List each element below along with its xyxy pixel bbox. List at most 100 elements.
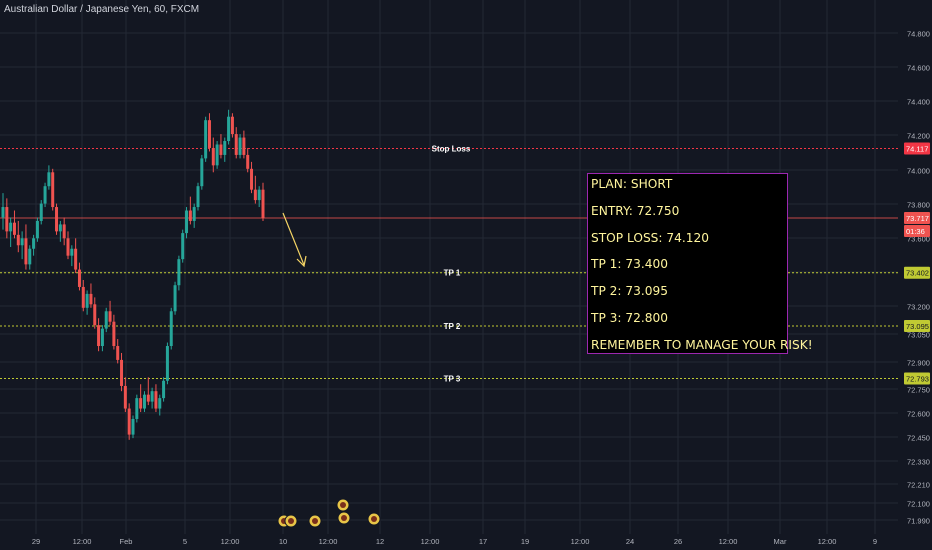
stop-loss-label: Stop Loss — [432, 145, 471, 154]
price-axis[interactable]: 74.800 74.600 74.400 74.200 74.000 73.800 73.6… — [904, 30, 930, 526]
time-axis[interactable]: 29 12:00 Feb 5 12:00 10 12:00 12 12:00 17 19 12:00 2… — [32, 537, 877, 546]
candle-body — [215, 144, 219, 166]
candle-body — [58, 224, 62, 232]
candle-body — [16, 234, 20, 246]
time-tick-label: 12:00 — [221, 537, 240, 546]
tp2-label: TP 2 — [444, 322, 461, 331]
tp3-price-marker: 72.793 — [906, 375, 929, 384]
candle-body — [108, 311, 112, 322]
time-tick-label: Mar — [774, 537, 787, 546]
candle-body — [173, 285, 177, 312]
candle-body — [112, 321, 116, 347]
time-tick-label: 9 — [873, 537, 877, 546]
candle-body — [219, 144, 223, 155]
price-tick-label: 73.050 — [907, 331, 930, 340]
price-tick-label: 74.000 — [907, 167, 930, 176]
tp3-label: TP 3 — [444, 375, 461, 384]
candle-body — [238, 137, 242, 155]
candle-body — [20, 238, 24, 246]
candle-body — [9, 222, 13, 232]
time-tick-label: 5 — [183, 537, 187, 546]
candle-body — [196, 186, 200, 208]
time-tick-label: 10 — [279, 537, 287, 546]
candle-body — [250, 168, 254, 190]
tp1-price-marker: 73.402 — [906, 269, 929, 278]
candle-body — [81, 286, 85, 308]
candle-body — [28, 248, 32, 265]
candle-body — [230, 116, 234, 135]
candlestick-series — [1, 109, 265, 440]
time-tick-label: 17 — [479, 537, 487, 546]
candle-body — [51, 172, 55, 208]
candle-body — [1, 207, 5, 218]
price-tick-label: 73.200 — [907, 303, 930, 312]
candle-body — [158, 398, 162, 409]
candle-body — [66, 238, 70, 256]
candle-body — [165, 346, 169, 381]
time-tick-label: 12:00 — [319, 537, 338, 546]
plan-line-risk-reminder: REMEMBER TO MANAGE YOUR RISK! — [591, 337, 813, 352]
candle-body — [204, 120, 208, 159]
trade-plan-box: PLAN: SHORT ENTRY: 72.750 STOP LOSS: 74.… — [587, 173, 813, 354]
time-tick-label: 12:00 — [818, 537, 837, 546]
candle-body — [93, 304, 97, 326]
time-tick-label: 26 — [674, 537, 682, 546]
candle-body — [211, 147, 215, 166]
candle-body — [24, 238, 28, 265]
candle-body — [162, 380, 166, 399]
candle-body — [39, 203, 43, 221]
candle-body — [169, 311, 173, 347]
candle-body — [223, 141, 227, 155]
price-tick-label: 71.990 — [907, 517, 930, 526]
earnings-icon-core — [371, 516, 377, 522]
candle-body — [207, 120, 211, 148]
time-tick-label: 29 — [32, 537, 40, 546]
candle-body — [234, 134, 238, 155]
plan-line-entry: ENTRY: 72.750 — [591, 203, 680, 218]
symbol-title: Australian Dollar / Japanese Yen, 60, FX… — [4, 4, 200, 15]
stop-price-marker: 74.117 — [906, 145, 928, 154]
price-tick-label: 74.800 — [907, 30, 930, 39]
countdown-marker: 01:36 — [906, 227, 925, 236]
candle-body — [70, 248, 74, 256]
stop-price-marker-bg — [904, 142, 930, 155]
arrow-shaft — [282, 212, 305, 266]
candle-body — [146, 394, 150, 402]
candle-body — [62, 224, 66, 239]
tp1-label: TP 1 — [444, 269, 461, 278]
price-tick-label: 72.330 — [907, 458, 930, 467]
candle-body — [135, 398, 139, 419]
price-tick-label: 72.450 — [907, 434, 930, 443]
candle-body — [177, 259, 181, 286]
current-price-marker: 73.717 — [906, 214, 929, 223]
candle-body — [35, 220, 39, 239]
candle-body — [150, 391, 154, 402]
candle-body — [154, 391, 158, 409]
time-tick-label: 12:00 — [571, 537, 590, 546]
candle-body — [104, 311, 108, 329]
candle-body — [5, 207, 9, 232]
projection-arrow — [282, 212, 307, 268]
price-tick-label: 74.400 — [907, 98, 930, 107]
earnings-icon-core — [312, 518, 318, 524]
candle-body — [74, 248, 78, 270]
earnings-icon-core — [341, 515, 347, 521]
candle-body — [55, 207, 59, 232]
candle-body — [43, 186, 47, 204]
candle-body — [100, 328, 104, 347]
candle-body — [261, 189, 265, 218]
price-tick-label: 72.900 — [907, 359, 930, 368]
candle-body — [12, 222, 16, 235]
plan-line-stop-loss: STOP LOSS: 74.120 — [591, 230, 710, 245]
candle-body — [181, 233, 185, 260]
plan-line-tp2: TP 2: 73.095 — [591, 284, 669, 299]
candle-body — [120, 359, 124, 386]
time-tick-label: 19 — [521, 537, 529, 546]
candle-body — [47, 172, 51, 187]
time-tick-label: 12:00 — [421, 537, 440, 546]
tp2-price-marker-bg — [904, 320, 930, 333]
candle-body — [246, 154, 250, 169]
plan-line-plan: PLAN: SHORT — [591, 177, 673, 191]
